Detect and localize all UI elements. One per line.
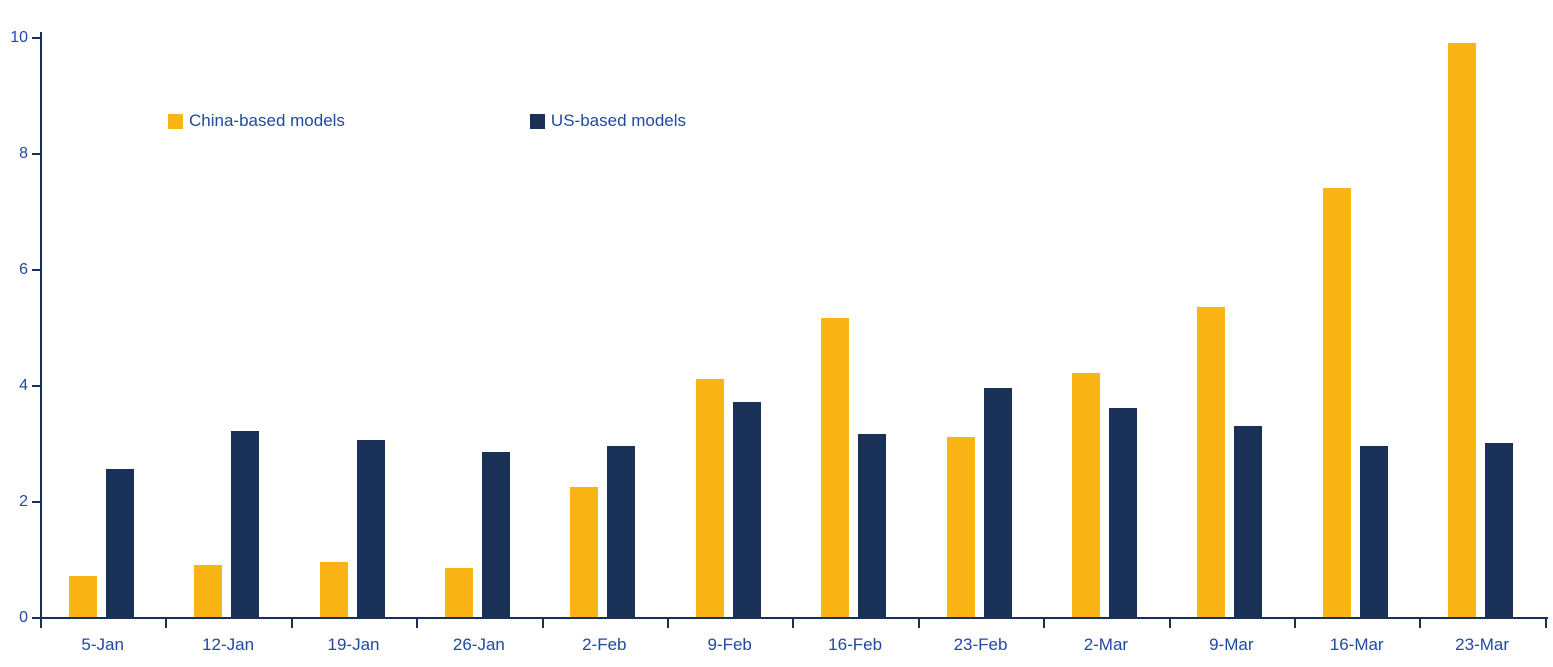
x-axis-category-label: 16-Mar (1329, 635, 1384, 654)
bar-us-based (356, 440, 385, 617)
y-axis-tick (32, 269, 40, 271)
bar-china-based (1448, 42, 1477, 617)
legend-label-china: China-based models (189, 111, 345, 130)
bar-china-based (570, 486, 599, 617)
x-axis-line (40, 617, 1548, 619)
x-axis-category-label: 9-Feb (707, 635, 752, 654)
x-axis-category-label: 2-Feb (582, 635, 627, 654)
bar-china-based (194, 564, 223, 617)
y-axis-tick-label: 4 (19, 377, 28, 394)
bar-china-based (319, 561, 348, 617)
y-axis-tick (32, 617, 40, 619)
y-axis-tick (32, 153, 40, 155)
legend-swatch-us-icon (529, 113, 545, 129)
bar-us-based (231, 431, 260, 617)
bar-china-based (695, 379, 724, 617)
x-axis-category-label: 19-Jan (327, 635, 380, 654)
y-axis-line (40, 32, 42, 619)
bar-us-based (1485, 443, 1514, 617)
bar-china-based (1071, 373, 1100, 617)
bar-china-based (1197, 306, 1226, 617)
x-axis-tick (1043, 619, 1046, 628)
x-axis-tick (416, 619, 419, 628)
x-axis-tick (917, 619, 920, 628)
x-axis-tick (165, 619, 168, 628)
bar-us-based (732, 402, 761, 617)
chart-legend: China-based models US-based models (168, 111, 686, 131)
x-axis-tick (1419, 619, 1422, 628)
bar-us-based (1359, 445, 1388, 617)
bar-us-based (481, 451, 510, 617)
x-axis-tick (541, 619, 544, 628)
bar-us-based (105, 469, 134, 617)
x-axis-tick (667, 619, 669, 628)
y-axis-tick (32, 37, 40, 39)
y-axis-tick (32, 501, 40, 503)
legend-item-us-based-models: US-based models (529, 111, 687, 131)
y-axis-tick-label: 6 (19, 261, 28, 278)
x-axis-category-label: 16-Feb (828, 635, 883, 654)
x-axis-tick (290, 619, 293, 628)
legend-swatch-china-icon (168, 113, 183, 129)
x-axis-tick (792, 619, 795, 628)
x-axis-category-label: 9-Mar (1209, 635, 1254, 654)
x-axis-tick (1294, 619, 1296, 628)
x-axis-category-label: 23-Mar (1455, 635, 1510, 654)
y-axis-tick-label: 10 (10, 29, 28, 46)
x-axis-tick (40, 619, 42, 628)
bar-china-based (946, 437, 975, 617)
bar-us-based (983, 387, 1012, 617)
bar-us-based (607, 445, 636, 617)
bar-china-based (68, 576, 97, 617)
x-axis-tick (1544, 619, 1547, 628)
bar-china-based (1322, 187, 1351, 617)
legend-item-china-based-models: China-based models (168, 111, 345, 131)
x-axis-category-label: 5-Jan (81, 635, 124, 654)
bar-us-based (1234, 425, 1263, 617)
bar-us-based (858, 434, 887, 617)
x-axis-category-label: 23-Feb (953, 635, 1008, 654)
x-axis-category-label: 26-Jan (452, 635, 505, 654)
bar-china-based (821, 318, 850, 617)
y-axis-tick-label: 2 (19, 493, 28, 510)
legend-label-us: US-based models (550, 111, 687, 130)
bar-china-based (444, 567, 473, 617)
y-axis-tick-label: 0 (19, 609, 28, 626)
x-axis-category-label: 2-Mar (1083, 635, 1129, 654)
bar-us-based (1108, 408, 1137, 617)
x-axis-tick (1168, 619, 1171, 628)
x-axis-category-label: 12-Jan (202, 635, 255, 654)
y-axis-tick-label: 8 (19, 145, 28, 162)
y-axis-tick (32, 385, 40, 387)
